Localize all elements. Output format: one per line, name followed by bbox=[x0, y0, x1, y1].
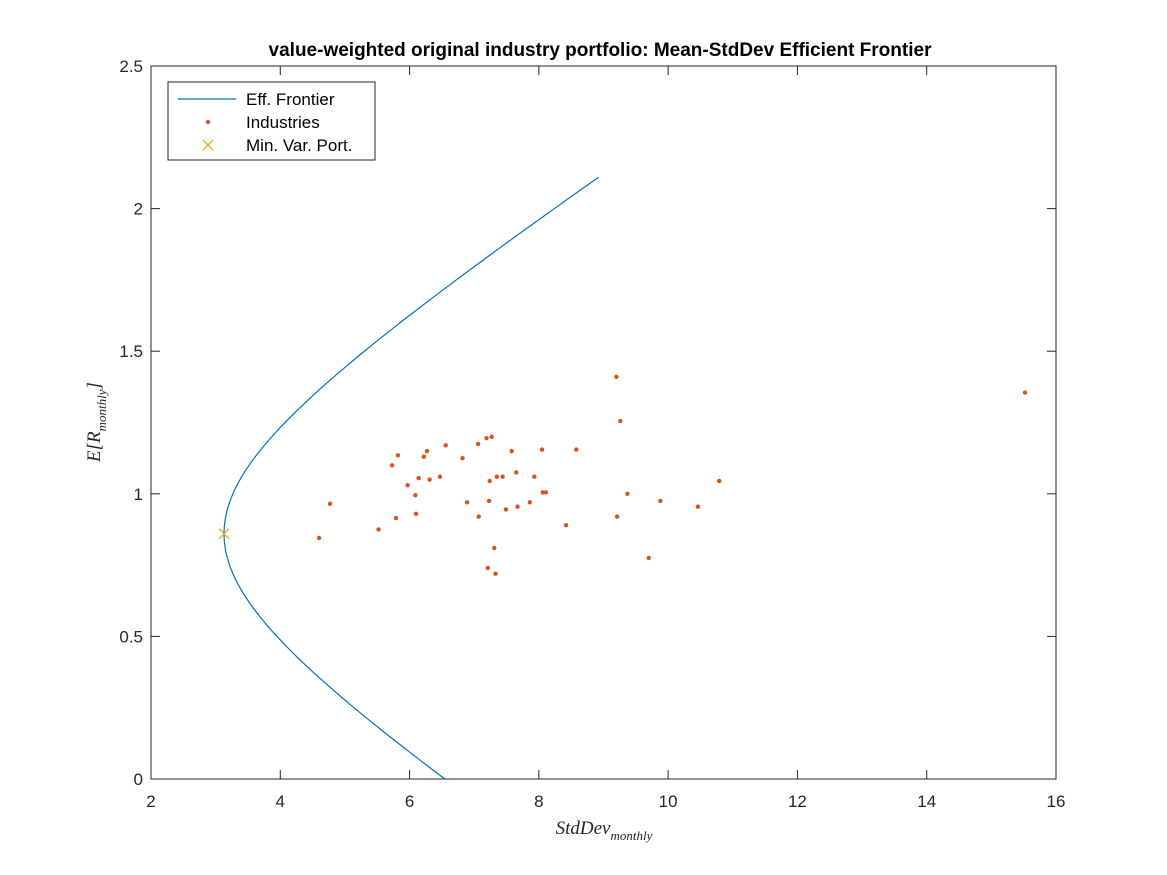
x-axis-label: StdDevmonthly bbox=[556, 818, 653, 843]
industry-point bbox=[486, 498, 492, 504]
industry-point bbox=[413, 493, 418, 498]
legend-box bbox=[167, 81, 376, 161]
y-tick-label: 1 bbox=[134, 485, 143, 504]
industry-point bbox=[492, 545, 497, 551]
industry-point bbox=[485, 565, 490, 571]
industry-point bbox=[493, 571, 498, 576]
industry-point bbox=[494, 474, 500, 479]
industry-point bbox=[514, 470, 519, 475]
y-tick-label: 2.5 bbox=[119, 57, 143, 76]
industry-point bbox=[658, 498, 663, 504]
industry-point bbox=[413, 511, 419, 516]
y-tick-label: 0 bbox=[134, 770, 143, 789]
legend: Eff. Frontier Industries Min. Var. Port. bbox=[167, 81, 376, 161]
industry-point bbox=[614, 374, 619, 380]
industry-point bbox=[389, 463, 395, 468]
industry-point bbox=[503, 507, 509, 512]
legend-dot-swatch bbox=[205, 119, 211, 125]
min-var-marker-stroke bbox=[218, 528, 230, 540]
legend-label-minvar: Min. Var. Port. bbox=[246, 136, 352, 155]
industry-point bbox=[614, 514, 620, 519]
x-tick-label: 4 bbox=[276, 792, 285, 811]
industry-point bbox=[543, 490, 549, 495]
industry-point bbox=[1022, 390, 1028, 395]
industry-point bbox=[464, 500, 470, 505]
x-tick-label: 14 bbox=[917, 792, 936, 811]
efficient-frontier-line bbox=[223, 176, 599, 780]
chart-title: value-weighted original industry portfol… bbox=[269, 40, 933, 61]
legend-label-frontier: Eff. Frontier bbox=[246, 90, 335, 109]
y-tick-label: 0.5 bbox=[119, 627, 143, 646]
industry-point bbox=[475, 441, 481, 447]
axis-ticks bbox=[150, 65, 1057, 780]
x-tick-label: 8 bbox=[534, 792, 543, 811]
industry-point bbox=[393, 515, 399, 521]
industry-point bbox=[487, 478, 492, 484]
industry-point bbox=[460, 455, 465, 461]
industry-point bbox=[376, 527, 381, 532]
industry-point bbox=[695, 504, 701, 509]
industry-point bbox=[421, 454, 426, 459]
x-tick-label: 12 bbox=[788, 792, 807, 811]
industry-points bbox=[316, 374, 1028, 576]
industry-point bbox=[540, 490, 545, 495]
industry-point bbox=[500, 474, 505, 479]
legend-label-industries: Industries bbox=[246, 113, 320, 132]
industry-point bbox=[427, 477, 432, 482]
industry-point bbox=[489, 434, 494, 439]
legend-x-swatch bbox=[202, 139, 214, 151]
industry-point bbox=[484, 435, 489, 441]
industry-point bbox=[717, 478, 722, 484]
x-tick-labels: 2 4 6 8 10 12 14 16 bbox=[146, 792, 1065, 811]
industry-point bbox=[424, 448, 430, 454]
industry-point bbox=[416, 475, 421, 481]
industry-point bbox=[646, 555, 651, 561]
plot-area bbox=[150, 65, 1057, 780]
x-tick-label: 16 bbox=[1047, 792, 1066, 811]
y-tick-label: 2 bbox=[134, 200, 143, 219]
industry-point bbox=[509, 448, 514, 454]
x-tick-label: 10 bbox=[659, 792, 678, 811]
industry-point bbox=[327, 501, 333, 506]
industry-point bbox=[625, 491, 630, 496]
min-var-portfolio-marker bbox=[218, 528, 230, 540]
industry-point bbox=[316, 535, 322, 541]
industry-point bbox=[527, 500, 533, 505]
industry-point bbox=[443, 443, 448, 448]
y-tick-label: 1.5 bbox=[119, 342, 143, 361]
y-tick-labels: 0 0.5 1 1.5 2 2.5 bbox=[119, 57, 143, 789]
x-tick-label: 2 bbox=[146, 792, 155, 811]
industry-point bbox=[476, 514, 481, 519]
industry-point bbox=[515, 504, 520, 509]
industry-point bbox=[618, 418, 623, 424]
industry-point bbox=[395, 453, 401, 458]
industry-point bbox=[405, 483, 410, 488]
y-axis-label: E[Rmonthly] bbox=[84, 382, 109, 463]
industry-point bbox=[532, 474, 537, 479]
industry-point bbox=[574, 447, 579, 452]
industry-point bbox=[539, 447, 545, 452]
industry-point bbox=[437, 474, 443, 479]
industry-point bbox=[563, 522, 569, 528]
x-tick-label: 6 bbox=[405, 792, 414, 811]
